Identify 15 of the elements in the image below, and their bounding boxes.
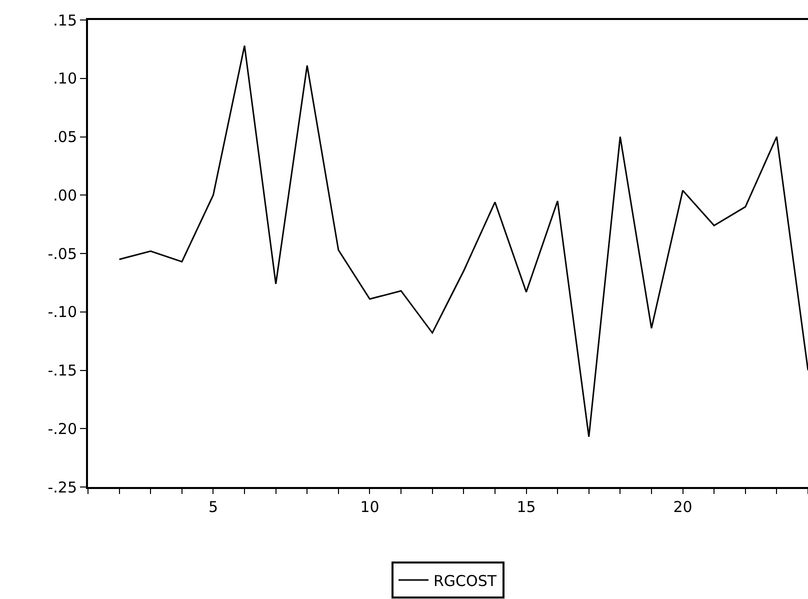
x-tick-label: 10 bbox=[360, 498, 380, 516]
y-tick-label: -.20 bbox=[48, 420, 77, 438]
line-series bbox=[118, 44, 808, 438]
y-tick-label: .15 bbox=[53, 11, 77, 30]
y-tick-label: -.05 bbox=[48, 244, 77, 263]
y-tick-label: -.10 bbox=[48, 303, 77, 322]
x-tick-label: 5 bbox=[208, 498, 218, 516]
y-tick-label: .10 bbox=[53, 70, 77, 88]
x-tick-label: 15 bbox=[516, 498, 536, 516]
y-tick-label: .00 bbox=[53, 186, 77, 204]
y-tick-label: -.15 bbox=[48, 362, 77, 380]
y-tick-label: -.25 bbox=[48, 478, 77, 496]
x-tick-label: 20 bbox=[673, 498, 692, 516]
y-tick-label: .05 bbox=[53, 128, 77, 146]
legend-label: RGCOST bbox=[434, 572, 498, 590]
